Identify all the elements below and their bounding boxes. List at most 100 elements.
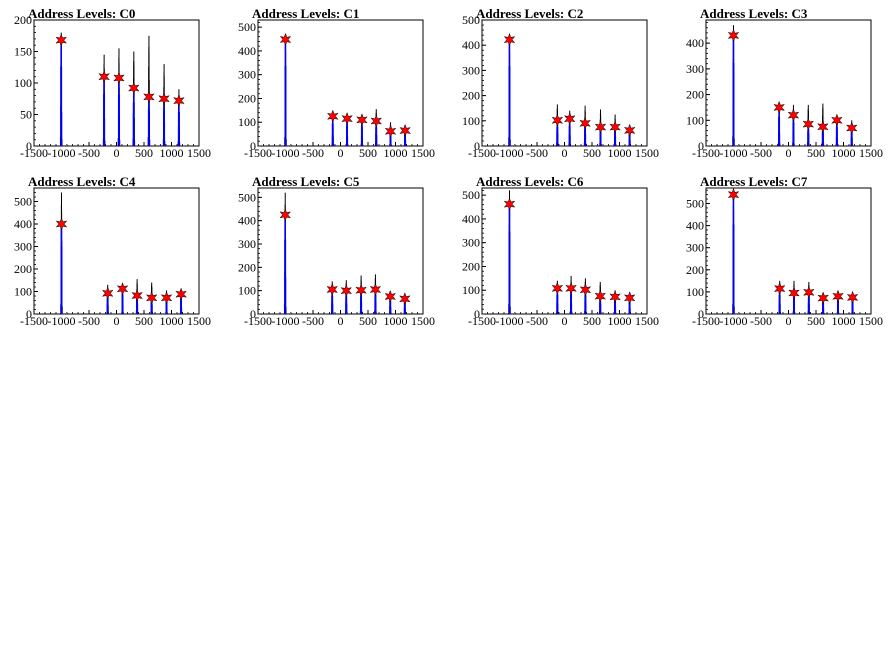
chart-title: Address Levels: C4 xyxy=(28,174,136,189)
peak-star-marker xyxy=(727,28,740,43)
x-tick-label: 1500 xyxy=(859,146,883,160)
peak-6 xyxy=(846,290,859,314)
chart-title: Address Levels: C0 xyxy=(28,6,135,21)
chart-panel-3: Address Levels: C3 0 100 200 300 400 -1500 -100… xyxy=(686,6,883,160)
y-tick-label: 200 xyxy=(14,13,32,27)
peak-star-marker xyxy=(173,93,185,108)
peak-star-marker xyxy=(384,124,397,139)
peak-3 xyxy=(802,281,815,314)
y-tick-label: 100 xyxy=(686,285,704,299)
chart-panel-1: Address Levels: C10100200300400500-1500-… xyxy=(238,6,435,160)
peak-star-marker xyxy=(817,119,829,134)
peak-star-marker xyxy=(279,208,292,222)
x-tick-label: -1000 xyxy=(496,146,524,160)
x-tick-label: -1000 xyxy=(48,314,76,328)
y-tick-label: 0 xyxy=(698,307,704,321)
y-tick-label: 400 xyxy=(686,36,704,50)
y-tick-label: 300 xyxy=(686,241,704,255)
y-tick-label: 100 xyxy=(14,76,32,90)
x-tick-label: -1000 xyxy=(496,314,524,328)
peak-star-marker xyxy=(563,112,576,126)
peak-4 xyxy=(369,274,382,314)
y-tick-label: 400 xyxy=(462,212,480,226)
peak-2 xyxy=(113,48,125,146)
peak-5 xyxy=(832,289,844,314)
peak-3 xyxy=(579,278,592,314)
y-tick-label: 100 xyxy=(686,113,704,127)
chart-title: Address Levels: C5 xyxy=(252,174,360,189)
peak-2 xyxy=(563,110,576,146)
peak-5 xyxy=(609,290,621,314)
x-tick-label: 0 xyxy=(786,146,792,160)
x-tick-label: -500 xyxy=(750,314,772,328)
peak-star-marker xyxy=(356,113,368,127)
peak-0 xyxy=(279,192,292,314)
y-tick-label: 400 xyxy=(238,214,256,228)
x-tick-label: 500 xyxy=(583,146,601,160)
x-tick-label: 0 xyxy=(114,146,120,160)
peak-star-marker xyxy=(579,282,592,297)
x-tick-label: -500 xyxy=(750,146,772,160)
peak-2 xyxy=(788,280,800,314)
peak-0 xyxy=(727,187,740,314)
peak-star-marker xyxy=(143,90,155,104)
y-tick-label: 400 xyxy=(238,44,256,58)
x-tick-label: -1500 xyxy=(468,314,496,328)
peak-star-marker xyxy=(116,282,129,296)
peak-star-marker xyxy=(398,292,411,306)
x-tick-label: 0 xyxy=(114,314,120,328)
peak-1 xyxy=(101,284,114,314)
peak-star-marker xyxy=(727,187,740,202)
peak-star-marker xyxy=(773,100,786,115)
x-tick-label: -1000 xyxy=(272,314,300,328)
y-tick-label: 400 xyxy=(686,219,704,233)
y-tick-label: 400 xyxy=(462,38,480,52)
x-tick-label: 1500 xyxy=(859,314,883,328)
peak-4 xyxy=(817,103,829,146)
peak-star-marker xyxy=(579,116,591,131)
y-tick-label: 200 xyxy=(238,91,256,105)
y-tick-label: 500 xyxy=(462,13,480,27)
peak-star-marker xyxy=(594,289,607,303)
y-tick-label: 500 xyxy=(686,196,704,210)
peak-6 xyxy=(398,292,411,314)
peak-2 xyxy=(787,104,800,146)
peak-6 xyxy=(175,287,187,314)
peak-3 xyxy=(356,113,368,146)
peak-star-marker xyxy=(565,281,577,296)
chart-panel-0: Address Levels: C0 0 50 100 150 200 -1500 -1000… xyxy=(14,6,211,160)
peak-4 xyxy=(594,281,607,314)
x-tick-label: 1500 xyxy=(187,146,211,160)
peak-star-marker xyxy=(369,282,382,297)
peak-6 xyxy=(399,123,411,146)
plot-frame xyxy=(705,187,872,315)
x-tick-label: 1000 xyxy=(608,314,632,328)
chart-panel-7: Address Levels: C70100200300400500-1500-… xyxy=(686,174,883,328)
x-tick-label: 500 xyxy=(807,314,825,328)
peak-1 xyxy=(773,280,786,314)
peak-star-marker xyxy=(817,291,830,305)
y-tick-label: 300 xyxy=(686,62,704,76)
x-tick-label: 1500 xyxy=(635,146,659,160)
peak-1 xyxy=(98,54,110,146)
peak-star-marker xyxy=(326,109,339,124)
peak-3 xyxy=(127,51,140,146)
peak-star-marker xyxy=(802,117,815,131)
chart-title: Address Levels: C3 xyxy=(700,6,808,21)
peak-star-marker xyxy=(551,113,564,128)
x-tick-label: -500 xyxy=(302,146,324,160)
peak-star-marker xyxy=(787,108,800,122)
x-tick-label: 1000 xyxy=(832,314,856,328)
peak-star-marker xyxy=(341,111,353,126)
peak-star-marker xyxy=(127,81,140,95)
peak-star-marker xyxy=(831,113,843,128)
peak-star-marker xyxy=(594,120,607,134)
y-tick-label: 200 xyxy=(14,262,32,276)
peak-0 xyxy=(55,192,68,314)
peak-6 xyxy=(845,120,858,146)
peak-star-marker xyxy=(113,71,125,85)
peak-star-marker xyxy=(158,91,170,106)
peak-3 xyxy=(131,279,143,314)
y-tick-label: 100 xyxy=(14,285,32,299)
peak-5 xyxy=(384,122,397,146)
